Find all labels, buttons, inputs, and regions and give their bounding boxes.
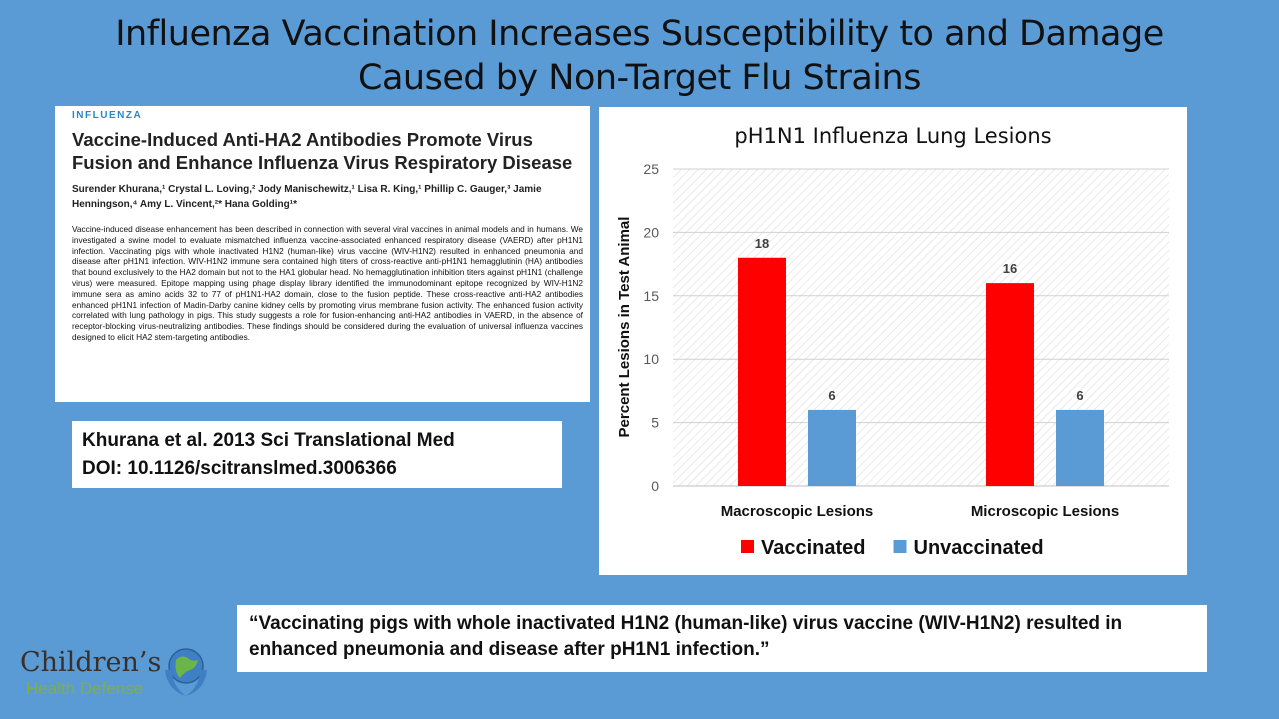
chart-legend: Vaccinated Unvaccinated: [741, 537, 1044, 559]
bar-unvaccinated-2: [1056, 409, 1104, 486]
citation-line-1: Khurana et al. 2013 Sci Translational Me…: [82, 430, 455, 451]
logo-line-2: Health Defense: [26, 679, 144, 698]
globe-hands-icon: [165, 648, 207, 696]
legend-label-vaccinated: Vaccinated: [761, 537, 866, 559]
x-axis-categories: Macroscopic Lesions Microscopic Lesions: [721, 503, 1119, 520]
y-tick-label: 0: [651, 478, 659, 494]
childrens-health-defense-logo: Children’s Health Defense: [20, 642, 220, 707]
bar-vaccinated-2: [986, 283, 1034, 486]
legend-swatch-vaccinated: [741, 540, 754, 553]
data-label: 18: [755, 236, 769, 251]
slide-title: Influenza Vaccination Increases Suscepti…: [0, 12, 1279, 100]
x-category-label: Microscopic Lesions: [971, 503, 1119, 520]
bar-unvaccinated-1: [808, 409, 856, 486]
y-axis-ticks: 0 5 10 15 20 25: [643, 161, 659, 494]
y-axis-label: Percent Lesions in Test Animal: [616, 217, 633, 438]
citation-box: Khurana et al. 2013 Sci Translational Me…: [72, 421, 562, 488]
paper-title: Vaccine-Induced Anti-HA2 Antibodies Prom…: [72, 129, 573, 173]
logo-line-1: Children’s: [20, 647, 162, 678]
data-label: 16: [1003, 261, 1017, 276]
y-tick-label: 25: [643, 161, 659, 177]
legend-swatch-unvaccinated: [893, 540, 907, 553]
bars: 18 6 16 6: [738, 236, 1104, 486]
y-tick-label: 20: [643, 224, 659, 240]
x-category-label: Macroscopic Lesions: [721, 503, 874, 520]
paper-abstract: Vaccine-induced disease enhancement has …: [72, 224, 583, 342]
slide-title-line-1: Influenza Vaccination Increases Suscepti…: [115, 14, 1164, 54]
quote-text: “Vaccinating pigs with whole inactivated…: [249, 613, 1123, 660]
data-label: 6: [828, 388, 835, 403]
paper-authors: Surender Khurana,¹ Crystal L. Loving,² J…: [72, 184, 542, 210]
bar-vaccinated-1: [738, 257, 786, 486]
citation-line-2: DOI: 10.1126/scitranslmed.3006366: [82, 458, 397, 479]
chart-panel: pH1N1 Influenza Lung Lesions 0 5 10 15 20 25 …: [599, 107, 1187, 575]
y-tick-label: 15: [643, 288, 659, 304]
bar-chart: pH1N1 Influenza Lung Lesions 0510152025 …: [616, 124, 1169, 559]
slide-title-line-2: Caused by Non-Target Flu Strains: [358, 58, 921, 98]
y-tick-label: 10: [643, 351, 659, 367]
quote-box: “Vaccinating pigs with whole inactivated…: [237, 605, 1207, 672]
chart-title: pH1N1 Influenza Lung Lesions: [734, 124, 1051, 148]
paper-section-label: INFLUENZA: [72, 110, 143, 121]
paper-excerpt: INFLUENZA Vaccine-Induced Anti-HA2 Antib…: [55, 106, 590, 402]
data-label: 6: [1076, 388, 1083, 403]
y-tick-label: 5: [651, 415, 659, 431]
legend-label-unvaccinated: Unvaccinated: [914, 537, 1044, 559]
